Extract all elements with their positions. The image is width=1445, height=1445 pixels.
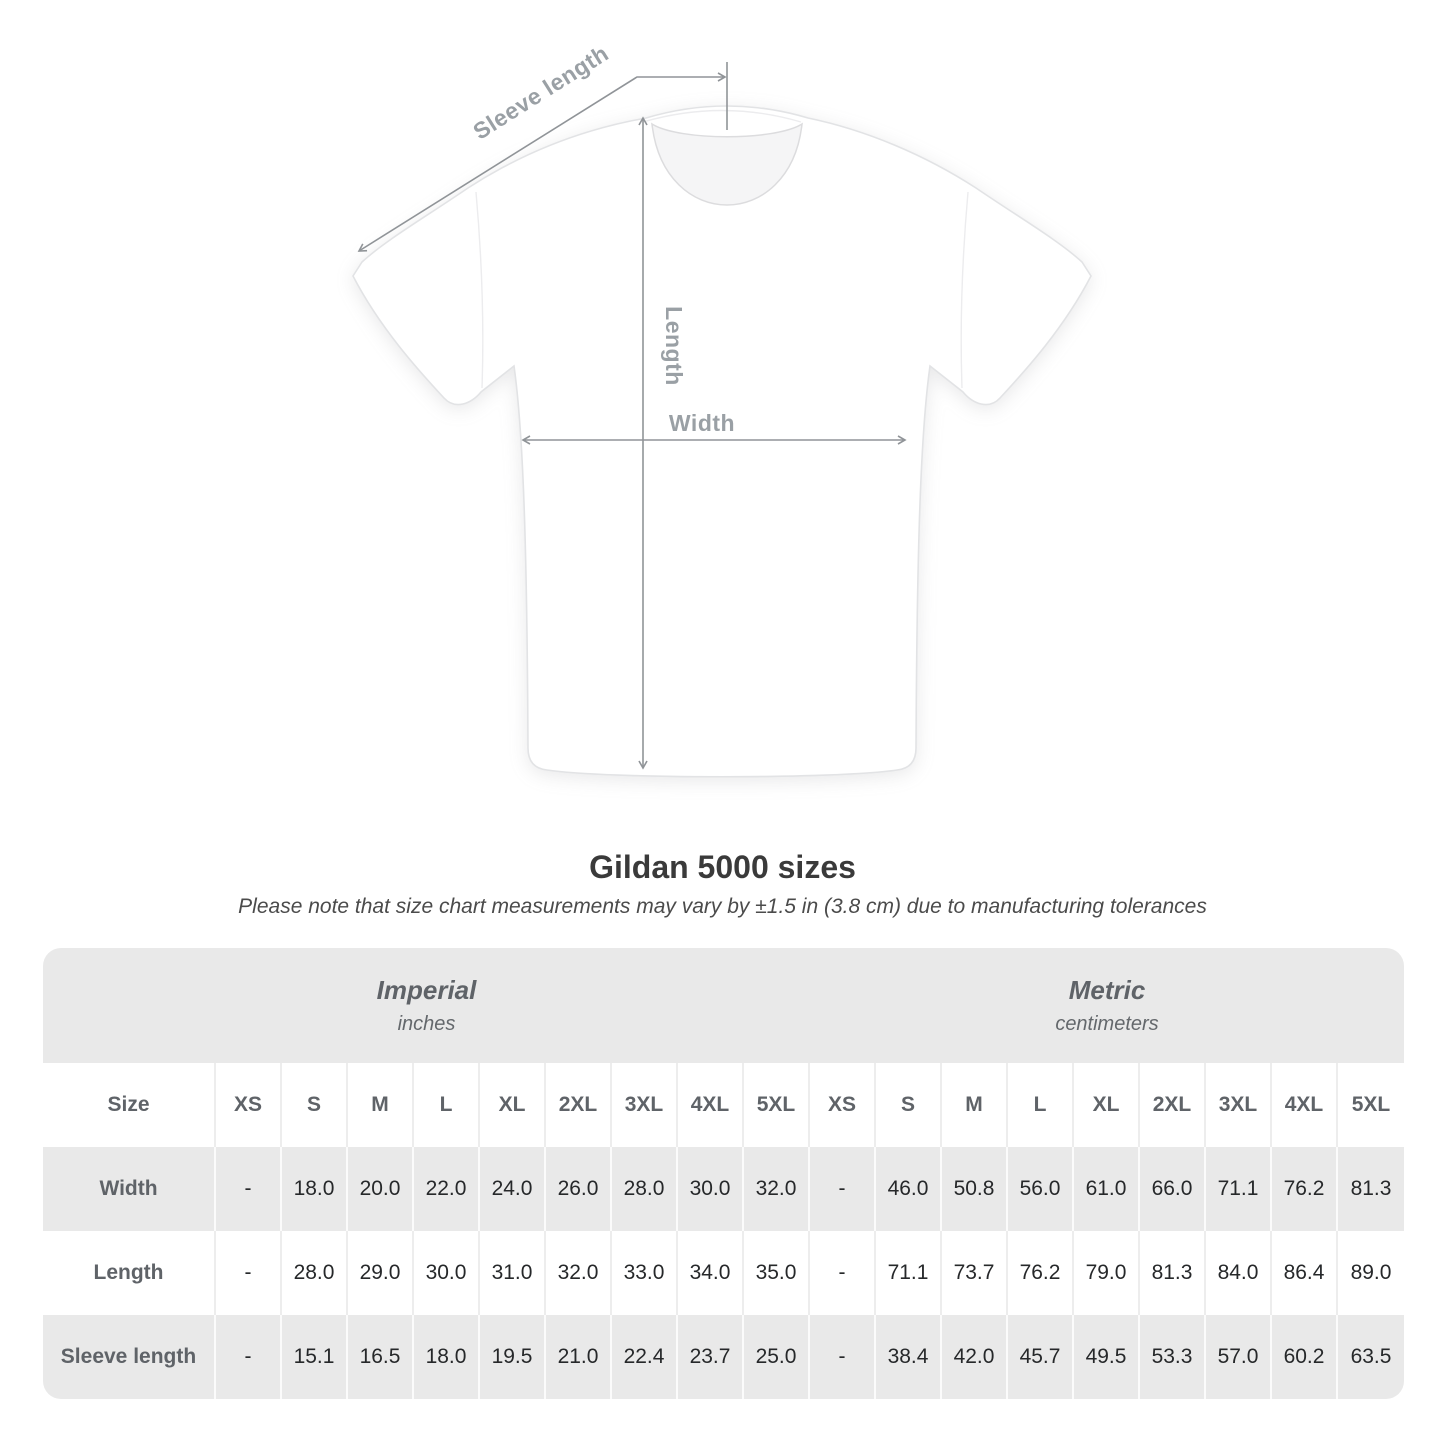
metric-title: Metric — [1068, 975, 1146, 1005]
row-label: Width — [43, 1147, 216, 1231]
cell: 56.0 — [1008, 1147, 1074, 1231]
metric-section-header: Metric centimeters — [810, 948, 1404, 1063]
column-header: XL — [480, 1063, 546, 1147]
sleeve-length-arrow — [357, 72, 727, 252]
cell: 35.0 — [744, 1231, 810, 1315]
column-header: XS — [810, 1063, 876, 1147]
page-subtitle: Please note that size chart measurements… — [238, 895, 1207, 918]
cell: 79.0 — [1074, 1231, 1140, 1315]
column-header: S — [876, 1063, 942, 1147]
cell: 86.4 — [1272, 1231, 1338, 1315]
cell: 18.0 — [414, 1315, 480, 1399]
column-header: 4XL — [678, 1063, 744, 1147]
unit-section-band: Imperial inches Metric centimeters — [43, 948, 1404, 1063]
cell: 49.5 — [1074, 1315, 1140, 1399]
cell: - — [216, 1315, 282, 1399]
column-header: 2XL — [546, 1063, 612, 1147]
cell: 42.0 — [942, 1315, 1008, 1399]
imperial-unit: inches — [397, 1013, 456, 1035]
page-title: Gildan 5000 sizes — [589, 849, 856, 885]
cell: 32.0 — [546, 1231, 612, 1315]
cell: 16.5 — [348, 1315, 414, 1399]
column-header: L — [414, 1063, 480, 1147]
column-header: 5XL — [1351, 1093, 1391, 1116]
sleeve-length-label: Sleeve length — [468, 40, 613, 145]
cell: 45.7 — [1008, 1315, 1074, 1399]
cell: 24.0 — [480, 1147, 546, 1231]
cell: 26.0 — [546, 1147, 612, 1231]
column-header: 3XL — [612, 1063, 678, 1147]
table-row: Sleeve length - 15.1 16.5 18.0 19.5 21.0… — [43, 1315, 1404, 1399]
imperial-section-header: Imperial inches — [43, 948, 810, 1063]
column-header: XS — [216, 1063, 282, 1147]
imperial-title: Imperial — [376, 975, 477, 1005]
cell: 15.1 — [282, 1315, 348, 1399]
measurement-arrows — [357, 62, 907, 770]
cell: 89.0 — [1350, 1261, 1392, 1284]
cell: 61.0 — [1074, 1147, 1140, 1231]
column-header: 5XL — [744, 1063, 810, 1147]
column-header: XL — [1074, 1063, 1140, 1147]
cell: 34.0 — [678, 1231, 744, 1315]
table-row: Length - 28.0 29.0 30.0 31.0 32.0 33.0 3… — [43, 1231, 1404, 1315]
cell: 38.4 — [876, 1315, 942, 1399]
metric-unit: centimeters — [1055, 1013, 1159, 1035]
cell: - — [810, 1147, 876, 1231]
cell: 81.3 — [1350, 1177, 1392, 1200]
cell: 28.0 — [612, 1147, 678, 1231]
cell: 33.0 — [612, 1231, 678, 1315]
cell: 32.0 — [744, 1147, 810, 1231]
size-chart-table: Imperial inches Metric centimeters Size … — [43, 948, 1404, 1399]
cell: 71.1 — [1206, 1147, 1272, 1231]
cell: 76.2 — [1008, 1231, 1074, 1315]
cell: 60.2 — [1272, 1315, 1338, 1399]
cell: 57.0 — [1206, 1315, 1272, 1399]
cell: 46.0 — [876, 1147, 942, 1231]
cell: 22.4 — [612, 1315, 678, 1399]
cell: 50.8 — [942, 1147, 1008, 1231]
column-header: 4XL — [1272, 1063, 1338, 1147]
cell: 18.0 — [282, 1147, 348, 1231]
cell: 63.5 — [1350, 1345, 1392, 1368]
column-header: M — [348, 1063, 414, 1147]
cell: 73.7 — [942, 1231, 1008, 1315]
cell: - — [810, 1231, 876, 1315]
column-header: 3XL — [1206, 1063, 1272, 1147]
column-header: M — [942, 1063, 1008, 1147]
size-header: Size — [43, 1063, 216, 1147]
length-label: Length — [661, 306, 687, 386]
cell: 22.0 — [414, 1147, 480, 1231]
cell: 25.0 — [744, 1315, 810, 1399]
table-row: Width - 18.0 20.0 22.0 24.0 26.0 28.0 30… — [43, 1147, 1404, 1231]
cell: - — [216, 1231, 282, 1315]
cell: - — [216, 1147, 282, 1231]
cell: 84.0 — [1206, 1231, 1272, 1315]
cell: 21.0 — [546, 1315, 612, 1399]
row-label: Sleeve length — [43, 1315, 216, 1399]
cell: 30.0 — [414, 1231, 480, 1315]
cell: 76.2 — [1272, 1147, 1338, 1231]
cell: 23.7 — [678, 1315, 744, 1399]
cell: 53.3 — [1140, 1315, 1206, 1399]
table-header-row: Size XS S M L XL 2XL 3XL 4XL 5XL XS S M … — [43, 1063, 1404, 1147]
cell: 66.0 — [1140, 1147, 1206, 1231]
tshirt-graphic — [352, 105, 1092, 778]
column-header: S — [282, 1063, 348, 1147]
row-label: Length — [43, 1231, 216, 1315]
column-header: L — [1008, 1063, 1074, 1147]
cell: 71.1 — [876, 1231, 942, 1315]
cell: 28.0 — [282, 1231, 348, 1315]
cell: 20.0 — [348, 1147, 414, 1231]
cell: 31.0 — [480, 1231, 546, 1315]
cell: 81.3 — [1140, 1231, 1206, 1315]
width-label: Width — [669, 410, 735, 436]
cell: 30.0 — [678, 1147, 744, 1231]
cell: 19.5 — [480, 1315, 546, 1399]
cell: - — [810, 1315, 876, 1399]
column-header: 2XL — [1140, 1063, 1206, 1147]
cell: 29.0 — [348, 1231, 414, 1315]
